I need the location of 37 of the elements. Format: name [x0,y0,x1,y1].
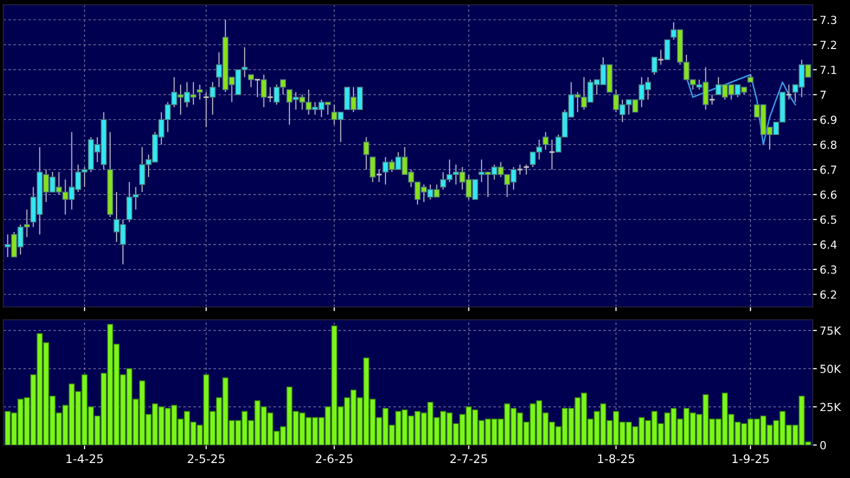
candlestick [248,74,254,88]
x-tick-label: 2-5-25 [188,454,224,464]
y-tick-label: 7 [820,90,826,99]
y-tick-label: 75K [820,326,842,335]
y-tick-label: 7.2 [820,40,836,49]
y-tick-label: 6.9 [820,116,836,124]
candlestick [202,92,210,128]
y-tick-label: 6.2 [820,290,836,299]
y-tick-label: 0 [820,440,826,450]
x-tick-label: 1-4-25 [66,454,103,464]
y-tick-label: 7.1 [820,66,836,74]
candlestick [210,82,216,116]
candlestick [542,132,549,150]
x-tick-label: 1-9-25 [732,454,769,464]
candlestick [516,164,524,176]
candlestick [522,164,530,176]
candlestick [196,84,203,100]
x-tick-label: 2-7-25 [450,454,487,464]
y-tick-label: 25K [820,402,842,412]
y-tick-label: 7.3 [820,16,836,24]
candlestick [363,136,370,170]
candlestick [370,156,376,183]
candlestick [548,139,556,170]
candlestick [376,169,382,183]
x-tick-label: 2-6-25 [316,454,353,464]
y-tick-label: 6.8 [820,140,836,149]
y-tick-label: 6.4 [820,240,837,249]
y-tick-label: 50K [820,364,842,374]
y-tick-label: 6.6 [820,190,837,199]
y-tick-label: 6.7 [820,166,836,174]
y-tick-label: 6.5 [820,215,836,224]
y-tick-label: 6.3 [820,265,836,274]
candlestick [664,39,670,60]
candlestick [260,74,267,108]
candlestick [651,56,658,76]
x-tick-label: 1-8-25 [598,454,634,464]
candlestick [266,86,274,103]
